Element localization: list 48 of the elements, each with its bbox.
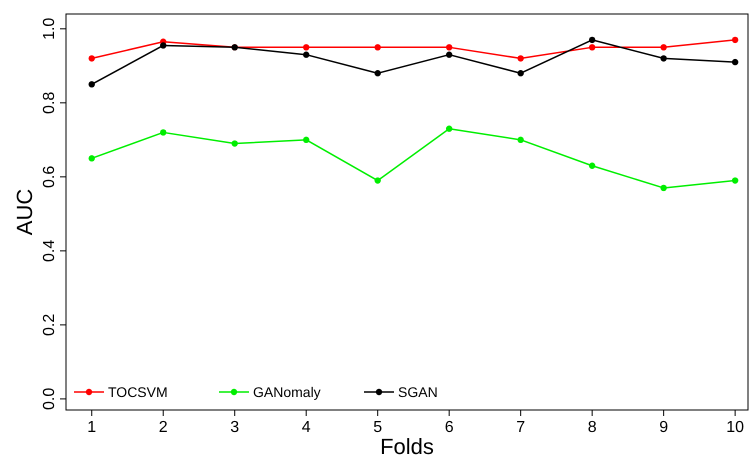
point — [446, 52, 452, 58]
point — [517, 136, 524, 144]
point — [660, 184, 667, 192]
x-tick-label: 4 — [302, 419, 311, 436]
x-tick-label: 8 — [588, 419, 597, 436]
point — [303, 136, 310, 144]
legend-label: SGAN — [398, 384, 438, 400]
point — [517, 55, 524, 62]
y-tick-label: 0.2 — [41, 314, 58, 336]
point — [588, 44, 596, 51]
x-tick-label: 1 — [87, 419, 96, 436]
x-tick-label: 3 — [230, 419, 240, 436]
point — [374, 177, 381, 184]
legend-label: GANomaly — [253, 384, 321, 400]
x-tick-label: 10 — [726, 419, 744, 436]
y-tick-label: 0.8 — [41, 92, 58, 114]
point — [732, 177, 738, 184]
x-tick-label: 2 — [158, 419, 168, 436]
point — [732, 36, 738, 44]
point — [732, 58, 738, 66]
x-tick-label: 6 — [444, 419, 454, 436]
legend-label: TOCSVM — [108, 384, 168, 400]
point — [88, 155, 95, 162]
point — [588, 162, 596, 169]
point — [374, 70, 381, 76]
x-tick-label: 7 — [516, 419, 526, 436]
point — [660, 44, 667, 51]
point — [588, 36, 596, 44]
x-tick-label: 9 — [659, 419, 668, 436]
point — [374, 44, 381, 51]
point — [88, 81, 95, 88]
point — [232, 140, 238, 147]
point — [303, 52, 310, 58]
y-tick-label: 0.4 — [41, 240, 58, 262]
point — [160, 129, 166, 136]
point — [88, 55, 95, 62]
x-tick-label: 5 — [373, 419, 382, 436]
y-tick-label: 1.0 — [41, 18, 58, 40]
y-tick-label: 0.6 — [41, 166, 58, 188]
point — [517, 70, 524, 76]
y-tick-label: 0.0 — [41, 388, 58, 410]
y-axis-title: AUC — [12, 188, 37, 236]
point — [446, 126, 452, 132]
point — [446, 44, 452, 51]
point — [303, 44, 310, 51]
x-axis-title: Folds — [380, 434, 434, 459]
point — [660, 55, 667, 62]
point — [160, 42, 166, 49]
